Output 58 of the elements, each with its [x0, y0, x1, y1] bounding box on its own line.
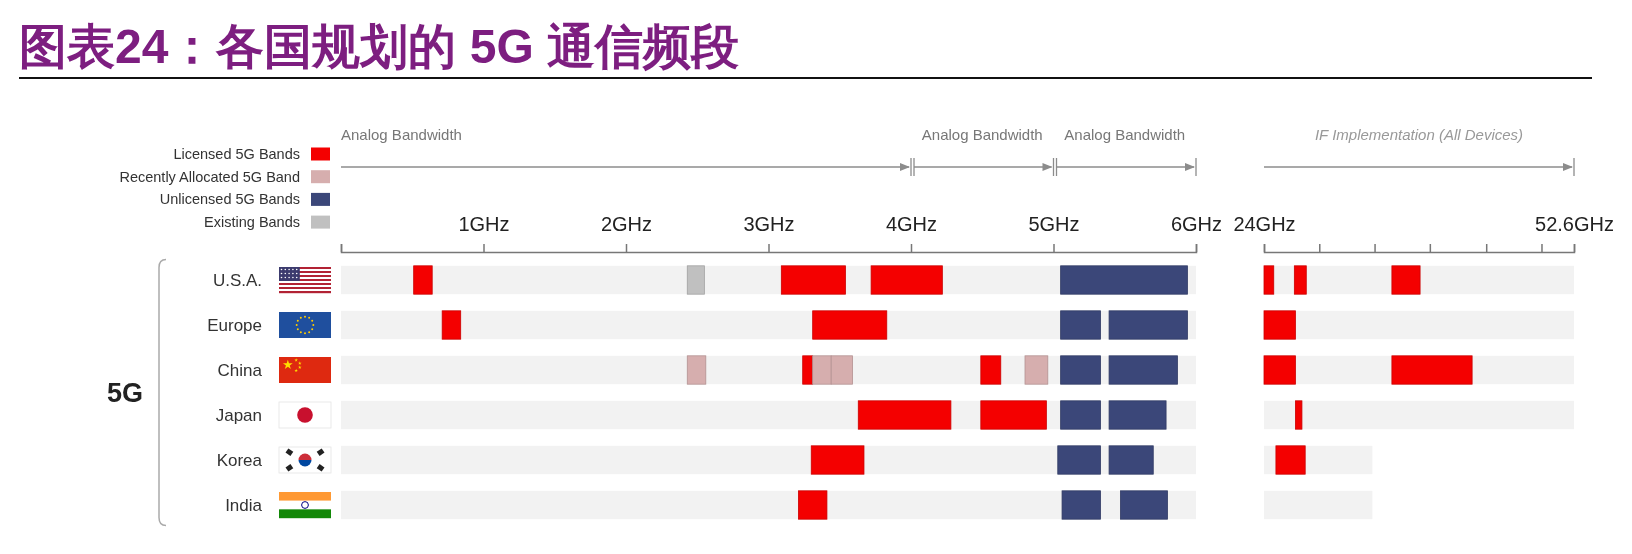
y-tick-label: Japan [215, 405, 262, 425]
bar [1120, 490, 1168, 520]
text: Analog Bandwidth [1064, 126, 1186, 143]
legend-label: Unlicensed 5G Bands [159, 191, 300, 208]
bar [686, 265, 705, 295]
bar [780, 265, 846, 295]
y-tick-label: India [225, 495, 263, 515]
bar [1293, 265, 1307, 295]
x-tick-label: 3GHz [743, 213, 795, 235]
bar [413, 265, 433, 295]
bar [1060, 355, 1101, 385]
x-tick-label: 5GHz [1028, 213, 1080, 235]
y-tick-label: U.S.A. [212, 270, 262, 290]
legend-label: Existing Bands [204, 214, 300, 231]
bar [686, 355, 707, 385]
bar [1263, 310, 1296, 340]
bar [1108, 445, 1154, 475]
bar [1263, 355, 1296, 385]
legend-label: Licensed 5G Bands [173, 146, 300, 163]
bar [1391, 355, 1473, 385]
bar [812, 310, 888, 340]
bar [1108, 310, 1188, 340]
bar [1061, 490, 1101, 520]
text: Analog Bandwidth [341, 126, 462, 143]
legend-label: Recently Allocated 5G Band [119, 168, 300, 185]
y-axis-title: 5G [106, 377, 144, 408]
bar [1024, 355, 1049, 385]
y-tick-label: Korea [216, 450, 263, 470]
bar [1060, 310, 1101, 340]
y-tick-label: China [217, 360, 263, 380]
bar [1060, 265, 1188, 295]
bar [1060, 400, 1101, 430]
bar [798, 490, 828, 520]
bar [1057, 445, 1101, 475]
bar [1295, 400, 1303, 430]
x-tick-label: 24GHz [1233, 213, 1296, 235]
x-tick-label: 2GHz [600, 213, 653, 235]
bar [1263, 265, 1275, 295]
bar [1108, 355, 1178, 385]
x-tick-label: 52.6GHz [1535, 213, 1614, 235]
y-tick-label: Europe [207, 315, 262, 335]
bar [1108, 400, 1167, 430]
text: Analog Bandwidth [921, 126, 1043, 143]
bar [810, 445, 865, 475]
text: IF Implementation (All Devices) [1314, 126, 1524, 143]
chart-title: 图表24：各国规划的 5G 通信频段 [19, 20, 740, 73]
x-tick-label: 1GHz [458, 213, 510, 235]
bar [1264, 400, 1574, 430]
bar [802, 355, 814, 385]
bar [441, 310, 462, 340]
x-tick-label: 4GHz [885, 213, 938, 235]
x-tick-label: 6GHz [1170, 213, 1223, 235]
bar [980, 355, 1002, 385]
bar [857, 400, 952, 430]
bar [980, 400, 1047, 430]
bar [870, 265, 943, 295]
bar [1275, 445, 1306, 475]
bar [1391, 265, 1421, 295]
